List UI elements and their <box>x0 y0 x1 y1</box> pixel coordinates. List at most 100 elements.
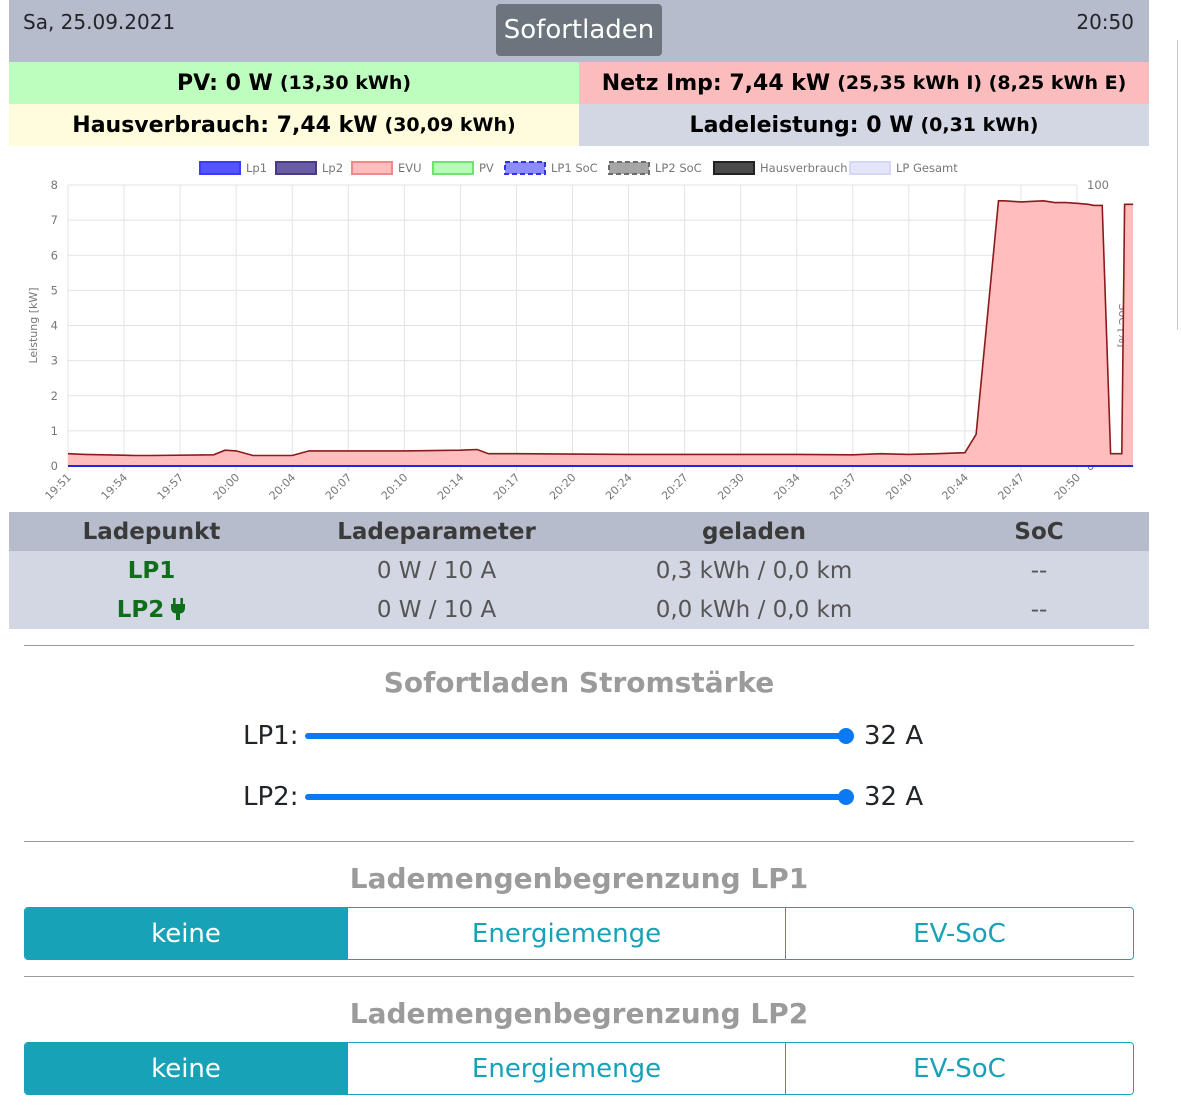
legend-label: Hausverbrauch <box>760 161 848 175</box>
charge-value: Ladeleistung: 0 W <box>689 112 914 138</box>
limit-lp2-keine-button[interactable]: keine <box>25 1043 348 1094</box>
ladepunkt-table: Ladepunkt Ladeparameter geladen SoC LP1 … <box>9 512 1149 629</box>
slider-label: LP1: <box>243 721 299 751</box>
pv-cell: PV: 0 W (13,30 kWh) <box>9 62 579 104</box>
header-soc: SoC <box>1014 518 1064 545</box>
header-ladeparameter: Ladeparameter <box>337 518 536 545</box>
lp2-param: 0 W / 10 A <box>376 596 497 623</box>
limit-lp1-energiemenge-button[interactable]: Energiemenge <box>348 908 786 959</box>
lp1-current-slider: LP1: 32 A <box>0 717 1181 757</box>
grid-cell: Netz Imp: 7,44 kW (25,35 kWh I) (8,25 kW… <box>579 62 1149 104</box>
x-tick-label: 20:47 <box>995 471 1027 503</box>
slider-track[interactable] <box>305 794 846 800</box>
power-chart[interactable]: Lp1 Lp2 EVU PV LP1 SoC LP2 SoC Hausverbrauch LP… <box>9 152 1149 508</box>
pv-value: PV: 0 W <box>176 70 273 96</box>
power-summary: PV: 0 W (13,30 kWh) Netz Imp: 7,44 kW (2… <box>9 62 1149 146</box>
window-edge <box>1177 40 1181 330</box>
header-ladepunkt: Ladepunkt <box>82 518 221 545</box>
x-tick-label: 20:20 <box>547 471 579 503</box>
house-cell: Hausverbrauch: 7,44 kW (30,09 kWh) <box>9 104 579 146</box>
x-tick-label: 20:30 <box>715 471 747 503</box>
x-tick-label: 20:40 <box>883 471 915 503</box>
series-evu-area <box>68 200 1134 467</box>
slider-label: LP2: <box>243 782 299 812</box>
x-tick-label: 19:51 <box>43 471 75 503</box>
y-tick-left: 6 <box>51 248 58 262</box>
legend-swatch <box>275 161 317 175</box>
y-tick-left: 4 <box>51 319 58 333</box>
limit-lp2-group: keine Energiemenge EV-SoC <box>24 1042 1134 1095</box>
lp2-geladen: 0,0 kWh / 0,0 km <box>655 596 853 623</box>
x-tick-label: 19:57 <box>155 471 187 503</box>
y-tick-left: 1 <box>51 424 58 438</box>
grid-energy: (25,35 kWh I) (8,25 kWh E) <box>837 72 1127 94</box>
house-value: Hausverbrauch: 7,44 kW <box>72 112 378 138</box>
x-tick-label: 20:17 <box>491 471 523 503</box>
legend-swatch <box>351 161 393 175</box>
legend-swatch <box>713 161 755 175</box>
lp1-name: LP1 <box>9 558 294 584</box>
limit-lp2-energiemenge-button[interactable]: Energiemenge <box>348 1043 786 1094</box>
limit-lp2-title: Lademengenbegrenzung LP2 <box>349 997 809 1030</box>
time-label: 20:50 <box>1076 10 1134 34</box>
slider-value: 32 A <box>864 782 924 812</box>
y-tick-left: 5 <box>51 283 58 297</box>
legend-swatch <box>849 161 891 175</box>
plug-icon <box>171 597 186 620</box>
house-energy: (30,09 kWh) <box>384 114 516 136</box>
lp1-param: 0 W / 10 A <box>376 557 497 584</box>
y-axis-label-left: Leistung [kW] <box>27 287 40 363</box>
y-tick-left: 0 <box>51 459 58 473</box>
divider <box>24 841 1134 842</box>
limit-lp2-evsoc-button[interactable]: EV-SoC <box>786 1043 1133 1094</box>
x-tick-label: 20:27 <box>659 471 691 503</box>
sofortladen-title: Sofortladen Stromstärke <box>383 666 775 699</box>
table-row[interactable]: LP1 0 W / 10 A 0,3 kWh / 0,0 km -- <box>9 551 1149 590</box>
x-tick-label: 20:14 <box>435 471 467 503</box>
lp1-label: LP1 <box>127 557 176 584</box>
x-tick-label: 19:54 <box>99 471 131 503</box>
legend-label: LP1 SoC <box>551 161 598 175</box>
legend-label: PV <box>479 161 494 175</box>
limit-lp1-group: keine Energiemenge EV-SoC <box>24 907 1134 960</box>
lp2-name: LP2 <box>9 597 294 623</box>
slider-track[interactable] <box>305 733 846 739</box>
series-evu-line <box>67 199 1134 457</box>
y-tick-left: 8 <box>51 178 58 192</box>
legend-label: LP2 SoC <box>655 161 702 175</box>
limit-lp1-evsoc-button[interactable]: EV-SoC <box>786 908 1133 959</box>
slider-value: 32 A <box>864 721 924 751</box>
x-tick-label: 20:44 <box>939 471 971 503</box>
charge-cell: Ladeleistung: 0 W (0,31 kWh) <box>579 104 1149 146</box>
y-tick-right: 100 <box>1087 178 1109 192</box>
legend-label: Lp2 <box>322 161 343 175</box>
lp2-soc: -- <box>1030 596 1048 623</box>
x-tick-label: 20:07 <box>323 471 355 503</box>
slider-thumb[interactable] <box>838 728 854 744</box>
x-tick-label: 20:34 <box>771 471 803 503</box>
y-tick-left: 2 <box>51 389 58 403</box>
legend-label: LP Gesamt <box>896 161 958 175</box>
legend-swatch <box>504 161 546 175</box>
x-tick-label: 20:00 <box>211 471 243 503</box>
y-tick-left: 3 <box>51 354 58 368</box>
table-body: LP1 0 W / 10 A 0,3 kWh / 0,0 km -- LP2 0… <box>9 551 1149 629</box>
mode-button[interactable]: Sofortladen <box>496 4 662 56</box>
pv-energy: (13,30 kWh) <box>279 72 412 94</box>
limit-lp1-keine-button[interactable]: keine <box>25 908 348 959</box>
header-geladen: geladen <box>702 518 806 545</box>
grid-value: Netz Imp: 7,44 kW <box>601 70 831 96</box>
x-tick-label: 20:04 <box>267 471 299 503</box>
slider-thumb[interactable] <box>838 789 854 805</box>
date-label: Sa, 25.09.2021 <box>23 10 176 34</box>
x-tick-label: 20:37 <box>827 471 859 503</box>
legend-swatch <box>608 161 650 175</box>
x-tick-label: 20:24 <box>603 471 635 503</box>
legend-swatch <box>432 161 474 175</box>
chart-svg: Lp1 Lp2 EVU PV LP1 SoC LP2 SoC Hausverbrauch LP… <box>27 161 1134 503</box>
table-row[interactable]: LP2 0 W / 10 A 0,0 kWh / 0,0 km -- <box>9 590 1149 629</box>
legend-label: EVU <box>398 161 422 175</box>
y-tick-left: 7 <box>51 213 58 227</box>
legend-label: Lp1 <box>246 161 267 175</box>
